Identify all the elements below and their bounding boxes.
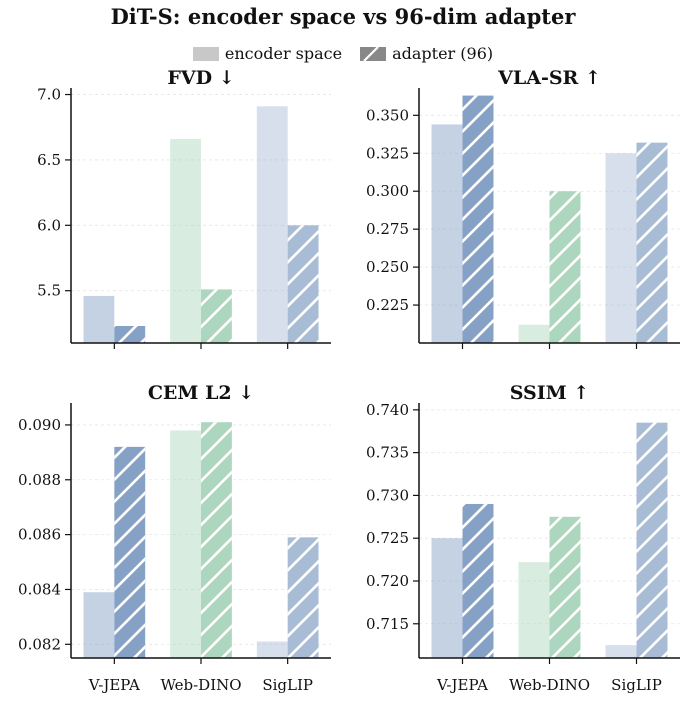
legend-swatch-encoder [192,46,219,61]
figure-title: DiT-S: encoder space vs 96-dim adapter [110,4,576,29]
bar-adapter-hatch-web-dino [549,191,581,343]
y-tick-label: 0.225 [366,296,409,314]
bar-encoder-web-dino [170,430,201,658]
bar-encoder-v-jepa [431,538,463,658]
bar-encoder-web-dino [170,139,201,343]
x-tick-label: V-JEPA [88,676,140,694]
panel-title: CEM L2 ↓ [148,382,254,404]
y-tick-label: 0.250 [366,258,409,276]
chart-panel-3: V-JEPA Web-DINO SigLIP 0.082 0.084 0.086 0.088… [18,382,331,694]
panel-title: FVD ↓ [167,67,234,89]
chart-panel-4: V-JEPA Web-DINO SigLIP 0.715 0.720 0.725 0.730… [366,382,680,694]
bar-encoder-siglip [605,645,637,658]
chart-panel-2: 0.225 0.250 0.275 0.300 0.325 0.350 VLA-SR ↑ [366,67,680,349]
bar-adapter-hatch-web-dino [201,422,232,658]
y-tick-label: 0.740 [366,401,409,419]
bar-adapter-hatch-v-jepa [114,446,146,658]
y-tick-label: 0.725 [366,529,409,547]
panel-title: VLA-SR ↑ [497,67,601,89]
y-tick-label: 0.300 [366,182,409,200]
x-tick-label: SigLIP [262,676,313,694]
bar-adapter-hatch-v-jepa [114,326,146,343]
x-tick-label: Web-DINO [160,676,241,694]
y-tick-label: 0.715 [366,615,409,633]
bar-encoder-web-dino [518,324,550,343]
bar-encoder-web-dino [518,562,550,658]
y-tick-label: 0.088 [18,471,61,489]
x-tick-label: Web-DINO [509,676,590,694]
legend-item-encoder: encoder space [192,44,343,63]
x-tick-label: V-JEPA [436,676,488,694]
y-tick-label: 7.0 [37,86,61,104]
bar-encoder-siglip [605,153,637,343]
chart-panel-1: 5.5 6.0 6.5 7.0 FVD ↓ [37,67,331,349]
y-tick-label: 0.720 [366,572,409,590]
y-tick-label: 0.082 [18,635,61,653]
bar-encoder-v-jepa [431,124,463,343]
y-tick-label: 5.5 [37,282,61,300]
x-tick-label: SigLIP [611,676,662,694]
y-tick-label: 0.275 [366,220,409,238]
bar-adapter-hatch-siglip [636,422,668,658]
y-tick-label: 6.0 [37,216,61,234]
bar-adapter-hatch-siglip [636,142,668,343]
bar-adapter-hatch-v-jepa [462,503,494,658]
bar-encoder-v-jepa [83,592,115,658]
bar-encoder-v-jepa [83,295,115,343]
y-tick-label: 0.350 [366,106,409,124]
y-tick-label: 0.730 [366,486,409,504]
legend-swatch-adapter [360,46,387,61]
bar-adapter-hatch-web-dino [201,289,232,343]
y-tick-label: 0.325 [366,144,409,162]
y-tick-label: 0.086 [18,526,61,544]
legend-item-adapter: adapter (96) [360,44,493,63]
legend-label-encoder: encoder space [224,44,343,63]
legend-label-adapter: adapter (96) [392,44,494,63]
y-tick-label: 0.084 [18,580,61,598]
bar-adapter-hatch-siglip [287,225,319,343]
bar-encoder-siglip [256,106,288,343]
panel-title: SSIM ↑ [510,382,589,404]
y-tick-label: 0.735 [366,444,409,462]
bar-encoder-siglip [256,641,288,658]
bar-adapter-hatch-siglip [287,537,319,658]
y-tick-label: 0.090 [18,416,61,434]
legend: encoder space adapter (96) [0,44,686,63]
bar-adapter-hatch-v-jepa [462,95,494,343]
bar-adapter-hatch-web-dino [549,516,581,658]
y-tick-label: 6.5 [37,151,61,169]
